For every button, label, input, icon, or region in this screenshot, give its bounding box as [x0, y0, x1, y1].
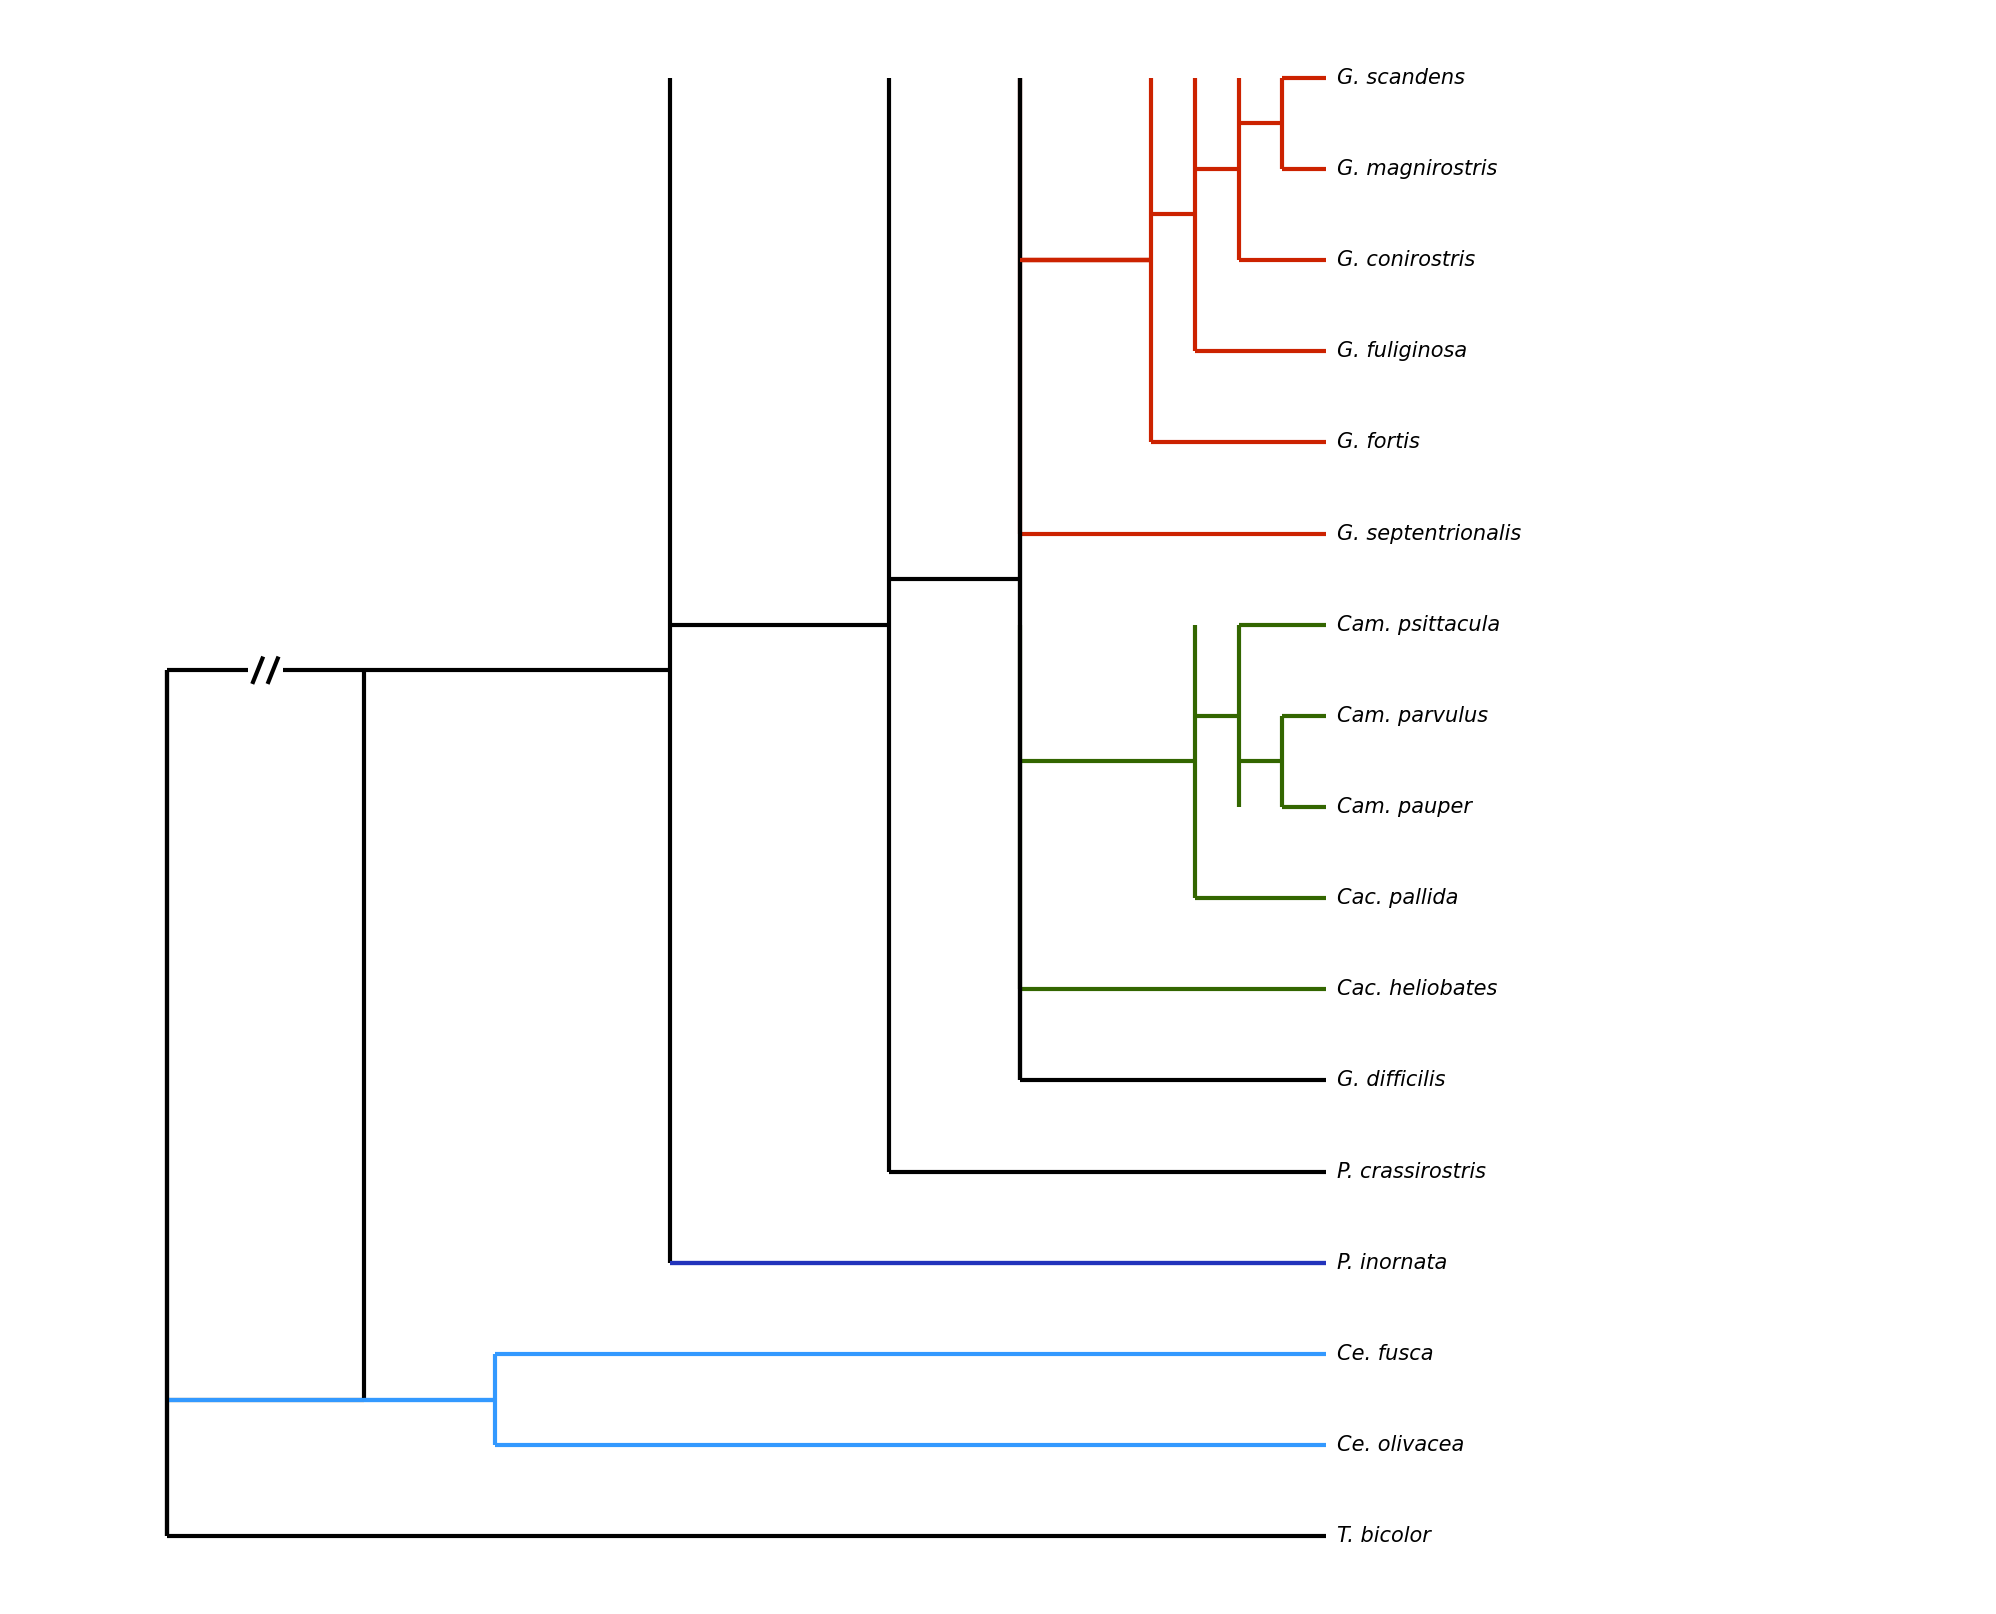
Text: G. septentrionalis: G. septentrionalis: [1337, 523, 1521, 544]
Text: P. inornata: P. inornata: [1337, 1252, 1447, 1273]
Text: Cam. parvulus: Cam. parvulus: [1337, 705, 1489, 726]
Text: Ce. olivacea: Ce. olivacea: [1337, 1435, 1465, 1456]
Text: G. magnirostris: G. magnirostris: [1337, 158, 1497, 179]
Text: G. fortis: G. fortis: [1337, 433, 1419, 452]
Text: Cam. psittacula: Cam. psittacula: [1337, 615, 1501, 634]
Text: T. bicolor: T. bicolor: [1337, 1527, 1431, 1546]
Text: Cac. heliobates: Cac. heliobates: [1337, 980, 1497, 999]
Text: G. conirostris: G. conirostris: [1337, 250, 1475, 270]
Text: G. scandens: G. scandens: [1337, 68, 1465, 87]
Text: Cam. pauper: Cam. pauper: [1337, 797, 1471, 817]
Text: P. crassirostris: P. crassirostris: [1337, 1162, 1485, 1181]
Text: G. fuliginosa: G. fuliginosa: [1337, 341, 1467, 362]
Text: G. difficilis: G. difficilis: [1337, 1070, 1445, 1091]
Text: Ce. fusca: Ce. fusca: [1337, 1344, 1433, 1364]
Text: Cac. pallida: Cac. pallida: [1337, 888, 1459, 909]
